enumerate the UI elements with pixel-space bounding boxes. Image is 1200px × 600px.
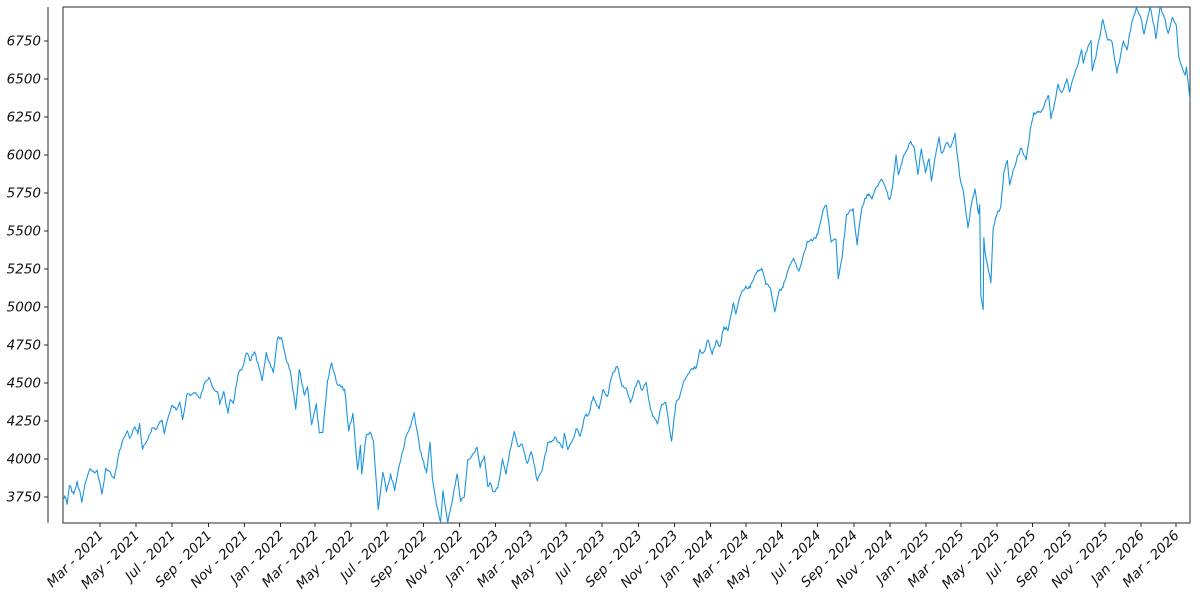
y-tick-label: 5500 — [7, 223, 41, 239]
y-tick-label: 5000 — [7, 299, 41, 315]
y-tick-label: 4500 — [7, 375, 41, 391]
y-tick-label: 5250 — [7, 261, 41, 277]
y-tick-label: 4250 — [7, 413, 41, 429]
y-tick-label: 4000 — [7, 451, 41, 467]
y-tick-label: 6750 — [7, 33, 41, 49]
y-tick-label: 6000 — [7, 147, 41, 163]
y-tick-label: 4750 — [7, 337, 41, 353]
plot-area-frame — [62, 6, 1191, 524]
y-tick-label: 3750 — [7, 489, 41, 505]
y-tick-label: 6500 — [7, 71, 41, 87]
price-line — [63, 7, 1190, 523]
y-tick-label: 5750 — [7, 185, 41, 201]
y-tick-label: 6250 — [7, 109, 41, 125]
